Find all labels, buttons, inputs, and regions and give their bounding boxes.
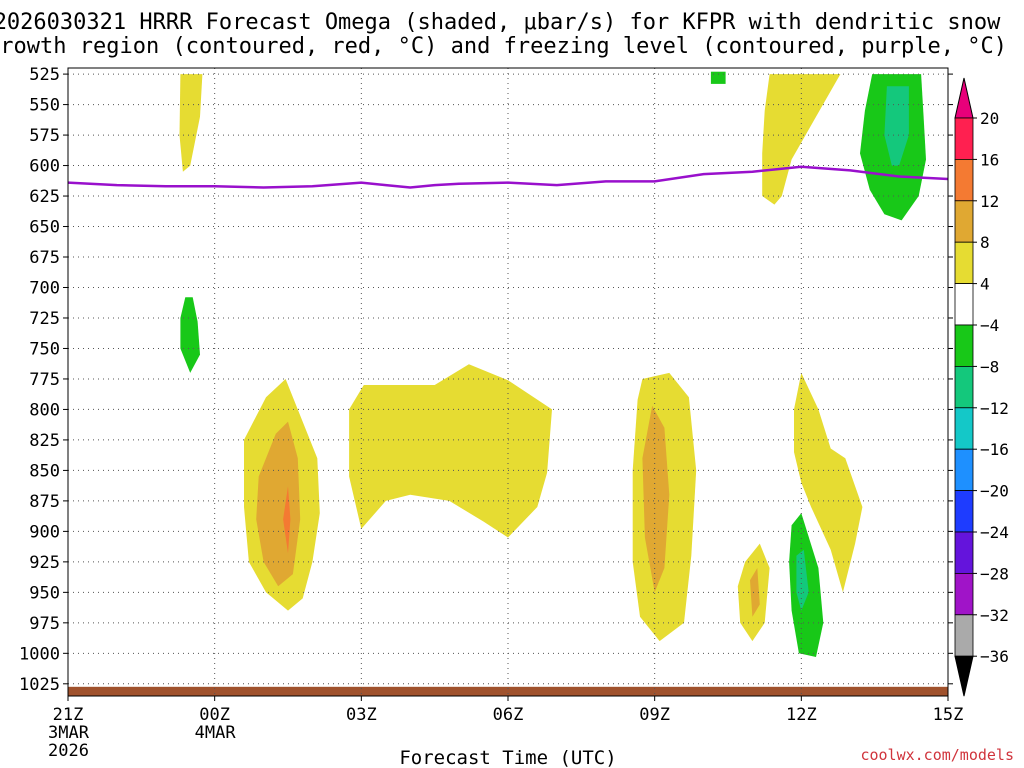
y-tick-label-575: 575: [29, 126, 60, 146]
y-tick-label-1000: 1000: [19, 644, 60, 664]
x-tick-label-09Z: 09Z: [639, 705, 670, 725]
y-tick-label-800: 800: [29, 400, 60, 420]
colorbar-bottom-arrow: [954, 655, 974, 697]
colorbar-bin-12: [954, 614, 974, 657]
y-tick-label-700: 700: [29, 278, 60, 298]
colorbar-bin-4: [954, 283, 974, 326]
y-tick-label-550: 550: [29, 96, 60, 116]
colorbar-label-12: −32: [980, 606, 1009, 625]
colorbar-label-2: 12: [980, 192, 999, 211]
omega-region-11: [642, 405, 670, 593]
colorbar-label-4: 4: [980, 275, 990, 294]
y-tick-label-1025: 1025: [19, 675, 60, 695]
x-tick-label-12Z: 12Z: [786, 705, 817, 725]
colorbar-bin-6: [954, 365, 974, 409]
colorbar-bin-11: [954, 573, 974, 616]
colorbar-label-7: −12: [980, 399, 1009, 418]
y-tick-label-725: 725: [29, 309, 60, 329]
colorbar: 20 16 12 8 4 −4 −8 −12 −16 −20 −24 −28 −32 −36: [954, 77, 1009, 697]
x-tick-label-15Z: 15Z: [933, 705, 964, 725]
chart-title-line-2: growth region (contoured, red, °C) and f…: [0, 34, 1007, 59]
colorbar-bin-7: [954, 407, 974, 450]
y-tick-label-850: 850: [29, 461, 60, 481]
freezing-level-line: [67, 165, 949, 189]
colorbar-bin-2: [954, 200, 974, 243]
x-tick-date-21Z: 3MAR: [48, 723, 90, 743]
y-tick-label-525: 525: [29, 65, 60, 85]
colorbar-label-8: −16: [980, 440, 1009, 459]
y-tick-label-825: 825: [29, 431, 60, 451]
colorbar-label-0: 20: [980, 109, 999, 128]
x-tick-year-21Z: 2026: [48, 741, 89, 761]
omega-region-5: [180, 297, 200, 373]
colorbar-bin-9: [954, 490, 974, 533]
chart-title-line-1: 2026030321 HRRR Forecast Omega (shaded, …: [0, 10, 1001, 35]
colorbar-bin-3: [954, 241, 974, 284]
omega-region-1: [762, 74, 841, 205]
y-tick-label-625: 625: [29, 187, 60, 207]
y-tick-label-775: 775: [29, 370, 60, 390]
colorbar-label-9: −20: [980, 482, 1009, 501]
x-tick-label-06Z: 06Z: [493, 705, 524, 725]
x-tick-label-03Z: 03Z: [346, 705, 377, 725]
credit-text: coolwx.com/models: [860, 746, 1014, 764]
y-tick-label-975: 975: [29, 614, 60, 634]
omega-region-13: [750, 568, 760, 617]
y-tick-label-675: 675: [29, 248, 60, 268]
omega-region-0: [179, 74, 203, 172]
y-tick-label-750: 750: [29, 339, 60, 359]
ground-surface: [68, 686, 948, 696]
omega-region-4: [710, 71, 726, 84]
omega-region-9: [349, 364, 552, 538]
colorbar-bin-8: [954, 448, 974, 492]
omega-region-3: [884, 86, 909, 166]
colorbar-bin-5: [954, 324, 974, 367]
x-tick-label-21Z: 21Z: [53, 705, 84, 725]
colorbar-label-11: −28: [980, 564, 1009, 583]
y-tick-label-900: 900: [29, 522, 60, 542]
omega-region-8: [283, 486, 291, 554]
y-tick-label-925: 925: [29, 553, 60, 573]
colorbar-top-arrow: [954, 77, 974, 119]
x-tick-date-00Z: 4MAR: [195, 723, 237, 743]
colorbar-label-10: −24: [980, 523, 1009, 542]
colorbar-label-5: −4: [980, 316, 999, 335]
omega-region-16: [796, 549, 809, 611]
colorbar-label-1: 16: [980, 150, 999, 169]
colorbar-label-13: −36: [980, 647, 1009, 666]
y-tick-label-600: 600: [29, 157, 60, 177]
colorbar-label-3: 8: [980, 233, 990, 252]
colorbar-bin-10: [954, 531, 974, 574]
omega-shaded-regions: [179, 71, 926, 657]
y-tick-label-950: 950: [29, 583, 60, 603]
omega-region-7: [256, 421, 301, 587]
x-axis-title: Forecast Time (UTC): [399, 747, 616, 768]
freezing-level-layer: [67, 165, 949, 189]
x-tick-label-00Z: 00Z: [199, 705, 230, 725]
colorbar-label-6: −8: [980, 357, 999, 376]
colorbar-bin-1: [954, 158, 974, 202]
plot-grid: [68, 68, 948, 696]
omega-region-14: [794, 372, 863, 593]
pressure-axis: 525 550 575 600 625 650 675 700 725 750 775 800 825 8…: [19, 65, 953, 695]
colorbar-bin-0: [954, 117, 974, 160]
y-tick-label-650: 650: [29, 218, 60, 238]
ground-layer: [68, 686, 948, 696]
y-tick-label-875: 875: [29, 492, 60, 512]
